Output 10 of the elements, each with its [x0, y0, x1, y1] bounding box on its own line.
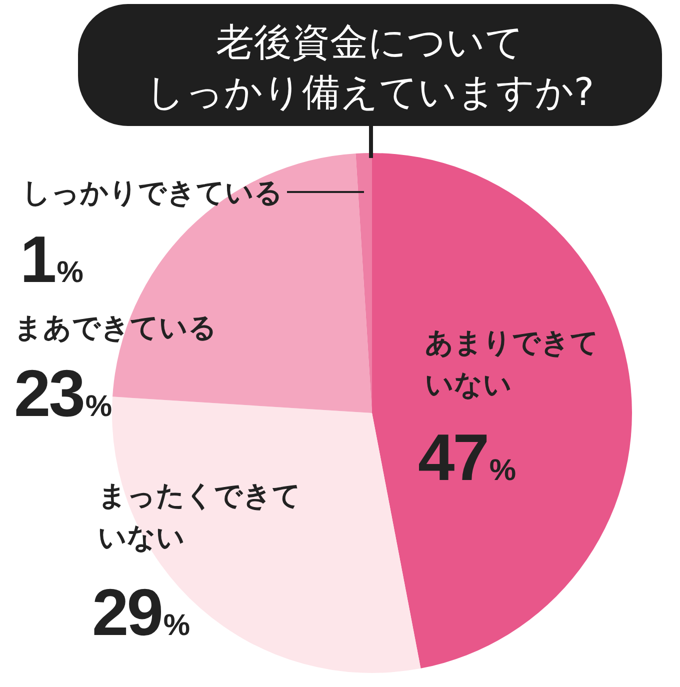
slice-label: あまりできていない: [425, 326, 599, 401]
slice-label: しっかりできている: [22, 176, 283, 209]
pie-slice: [372, 153, 632, 668]
slice-label: まあできている: [14, 311, 217, 344]
data-label: 1%: [20, 222, 84, 296]
data-label: 23%: [14, 356, 112, 430]
slice-label: まったくできていない: [98, 479, 301, 554]
data-label: 29%: [92, 575, 190, 649]
chart-title: 老後資金についてしっかり備えていますか?: [146, 20, 594, 114]
data-label: 47%: [418, 420, 516, 494]
